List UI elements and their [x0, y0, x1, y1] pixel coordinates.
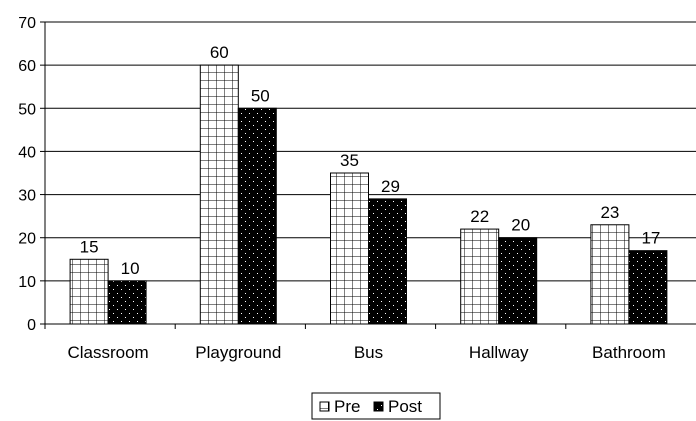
y-tick-label: 10: [18, 274, 36, 291]
data-label: 23: [600, 203, 619, 222]
data-label: 22: [470, 207, 489, 226]
category-label: Playground: [195, 343, 281, 362]
bar-post: [368, 198, 407, 325]
y-tick-label: 70: [18, 15, 36, 32]
data-label: 15: [80, 237, 99, 256]
data-label: 20: [511, 216, 530, 235]
category-label: Bathroom: [592, 343, 666, 362]
y-tick-label: 50: [18, 101, 36, 118]
category-label: Hallway: [469, 343, 529, 362]
data-label: 35: [340, 151, 359, 170]
bar-post: [107, 280, 147, 325]
y-tick-label: 40: [18, 144, 36, 161]
legend: Pre Post: [311, 392, 441, 420]
y-tick-label: 60: [18, 58, 36, 75]
category-label: Classroom: [67, 343, 148, 362]
labels: Classroom 15 10 Playground 60 50 Bus 35 29 Hallwa…: [67, 43, 665, 362]
y-tick-label: 30: [18, 188, 36, 205]
bar-pre: [199, 64, 239, 325]
y-tick-label: 0: [27, 317, 36, 334]
bar-post: [237, 107, 277, 325]
legend-swatch-pre: [319, 401, 330, 412]
legend-swatch-post: [373, 401, 384, 412]
bar-post: [628, 250, 668, 325]
y-tick-label: 20: [18, 231, 36, 248]
legend-label-pre: Pre: [334, 397, 360, 416]
bar-post: [498, 237, 538, 325]
data-label: 10: [121, 259, 140, 278]
data-label: 29: [381, 177, 400, 196]
bar-pre: [460, 228, 500, 325]
gridlines: [45, 21, 696, 282]
category-label: Bus: [354, 343, 383, 362]
legend-label-post: Post: [388, 397, 422, 416]
bar-pre: [590, 224, 630, 325]
data-label: 60: [210, 43, 229, 62]
bars: [69, 64, 668, 325]
data-label: 50: [251, 86, 270, 105]
bar-pre: [69, 258, 109, 325]
data-label: 17: [641, 229, 660, 248]
bar-pre: [330, 172, 369, 325]
